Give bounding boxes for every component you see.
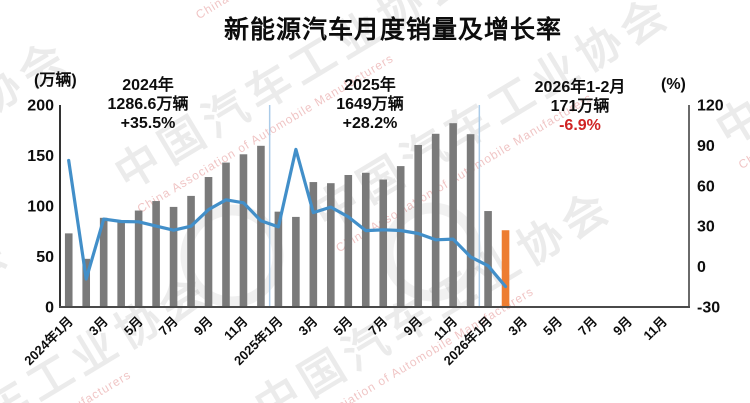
left-axis-unit-label: (万辆): [34, 72, 77, 89]
annotation-2026-total: 171万辆: [550, 98, 610, 115]
annotation-2024-year: 2024年: [122, 77, 174, 94]
right-axis-tick-label: 120: [697, 98, 724, 115]
sales-bar: [484, 211, 492, 307]
x-axis-tick-label: 3月: [86, 314, 111, 339]
sales-bar: [344, 174, 353, 307]
left-axis-tick-label: 150: [27, 148, 54, 165]
sales-bar: [257, 145, 265, 307]
sales-bar: [379, 179, 388, 307]
left-axis-tick-label: 0: [45, 300, 54, 317]
x-axis-tick-label: 3月: [505, 314, 530, 339]
sales-bar: [204, 177, 213, 307]
x-axis-tick-label: 11月: [431, 314, 461, 344]
x-axis-tick-label: 7月: [156, 314, 181, 339]
x-axis-tick-label: 9月: [191, 314, 216, 339]
sales-bar: [222, 162, 230, 307]
sales-bar: [117, 221, 125, 307]
x-axis-tick-label: 7月: [575, 314, 600, 339]
sales-bar: [431, 133, 440, 307]
annotation-2024: 2024年 1286.6万辆 +35.5%: [60, 76, 236, 133]
sales-bar: [169, 206, 178, 307]
left-axis-tick-label: 100: [27, 199, 54, 216]
sales-bar: [396, 166, 405, 307]
x-axis-tick-label: 2024年1月: [21, 314, 76, 369]
right-axis-tick-label: -30: [697, 300, 720, 317]
right-axis-tick-label: 60: [697, 178, 715, 195]
annotation-2024-growth: +35.5%: [120, 115, 176, 132]
sales-bar: [414, 144, 422, 307]
sales-bar: [64, 233, 73, 307]
annotation-2025-growth: +28.2%: [342, 115, 398, 132]
x-axis-tick-label: 7月: [365, 314, 390, 339]
annotation-2024-total: 1286.6万辆: [107, 96, 189, 113]
sales-bar: [361, 172, 370, 307]
left-axis-tick-label: 200: [27, 98, 54, 115]
annotation-2025-total: 1649万辆: [336, 96, 404, 113]
sales-bar: [134, 210, 143, 307]
sales-bar: [274, 211, 283, 307]
sales-bar: [239, 154, 248, 307]
x-axis-tick-label: 9月: [400, 314, 425, 339]
sales-bar: [466, 134, 475, 307]
sales-bar: [309, 182, 318, 307]
annotation-2025-year: 2025年: [344, 77, 396, 94]
x-axis-tick-label: 5月: [540, 314, 565, 339]
sales-bar: [99, 217, 108, 307]
right-axis-unit-label: (%): [661, 76, 686, 93]
right-axis-tick-label: 0: [697, 259, 706, 276]
growth-rate-line: [67, 147, 508, 289]
x-axis-tick-label: 11月: [221, 314, 251, 344]
annotation-2025: 2025年 1649万辆 +28.2%: [282, 76, 458, 133]
sales-bar: [82, 258, 91, 307]
sales-bar: [449, 123, 457, 308]
annotation-2026-growth: -6.9%: [559, 117, 601, 134]
sales-bar: [292, 216, 300, 307]
sales-bar: [327, 183, 335, 307]
annotation-2026-period: 2026年1-2月: [534, 79, 626, 96]
left-axis-tick-label: 50: [36, 249, 54, 266]
right-axis-tick-label: 30: [697, 219, 715, 236]
x-axis-tick-label: 3月: [296, 314, 321, 339]
x-axis-tick-label: 5月: [121, 314, 146, 339]
x-axis-tick-label: 11月: [640, 314, 670, 344]
sales-bar: [152, 201, 160, 307]
annotation-2026: 2026年1-2月 171万辆 -6.9%: [492, 78, 668, 135]
right-axis-tick-label: 90: [697, 138, 715, 155]
x-axis-tick-label: 5月: [330, 314, 355, 339]
x-axis-tick-label: 9月: [610, 314, 635, 339]
sales-bar: [187, 195, 195, 307]
chart-title: 新能源汽车月度销量及增长率: [223, 16, 563, 44]
sales-bar-highlight: [501, 230, 510, 307]
